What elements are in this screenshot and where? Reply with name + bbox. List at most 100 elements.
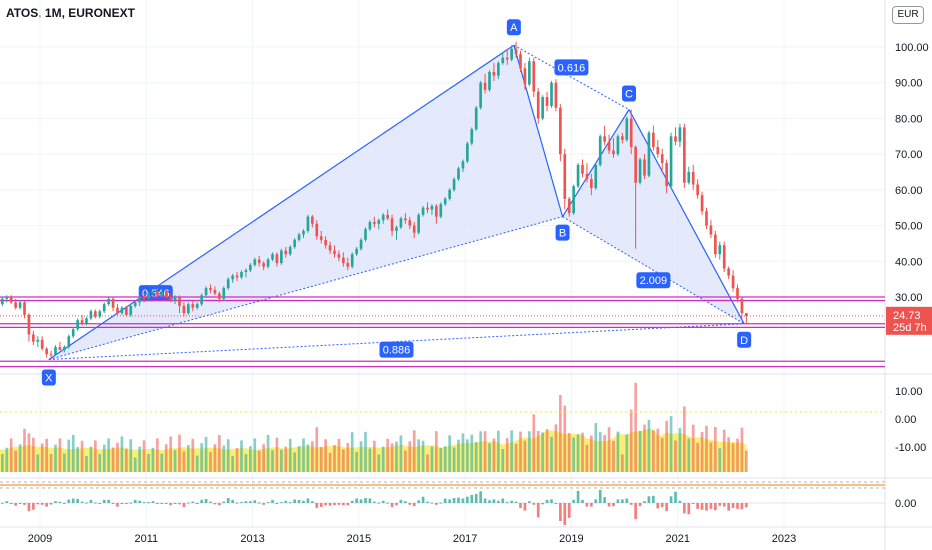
candle — [652, 125, 655, 151]
volume-bar — [629, 409, 633, 472]
volume-bar — [120, 436, 124, 472]
candle — [76, 318, 79, 331]
volume-bar — [448, 435, 451, 472]
candle — [607, 134, 611, 155]
volume-bar — [621, 454, 624, 472]
candle — [54, 345, 57, 356]
macd-hist-bar — [660, 503, 664, 508]
macd-hist-bar — [426, 501, 429, 503]
candle-body — [736, 288, 739, 299]
volume-tick-label: 0.00 — [895, 414, 916, 426]
macd-hist-bar — [107, 499, 110, 503]
macd-hist-bar — [359, 499, 363, 503]
candle — [80, 314, 84, 326]
candle-body — [40, 339, 44, 349]
candle-body — [204, 288, 208, 296]
volume-bar — [497, 430, 500, 472]
macd-hist-bar — [133, 499, 137, 503]
candle-body — [45, 348, 48, 355]
volume-bar — [590, 435, 593, 472]
macd-hist-bar — [342, 503, 345, 506]
candle-body — [173, 297, 177, 301]
time-axis: 2009 2011 2013 2015 2017 2019 2021 2023 — [28, 533, 796, 545]
candle — [350, 252, 354, 269]
candle-body — [607, 141, 611, 151]
candle — [71, 327, 75, 339]
macd-hist-bar — [235, 502, 239, 504]
candle — [218, 291, 221, 303]
candle — [740, 297, 744, 319]
macd-hist-bar — [373, 501, 376, 503]
volume-bar — [187, 445, 190, 472]
volume-bar — [14, 450, 17, 472]
volume-bar — [714, 426, 717, 472]
volume-pane: 10.00 0.00 -10.00 — [0, 382, 926, 472]
volume-bar — [319, 447, 323, 472]
candle — [160, 289, 164, 297]
volume-bar — [1, 454, 4, 472]
macd-hist-bar — [652, 495, 655, 503]
candle — [691, 164, 695, 190]
macd-hist-bar — [80, 501, 84, 503]
candle — [200, 293, 203, 306]
volume-bar — [32, 437, 35, 472]
macd-hist-bar — [621, 499, 624, 503]
candle-body — [253, 259, 257, 265]
candle — [395, 225, 398, 240]
macd-hist-bar — [116, 503, 119, 507]
candle — [275, 252, 279, 267]
pattern-point-badge — [555, 224, 570, 241]
macd-hist-bar — [377, 502, 381, 504]
volume-bar — [585, 444, 589, 472]
volume-bar — [142, 440, 146, 472]
candle-body — [404, 218, 407, 221]
macd-hist-bar — [173, 503, 177, 504]
candle-body — [479, 82, 482, 108]
macd-hist-bar — [430, 502, 434, 504]
candle-body — [603, 136, 606, 142]
price-tick-label: 90.00 — [895, 78, 923, 90]
volume-bar — [368, 448, 372, 472]
macd-hist-bar — [9, 503, 13, 504]
macd-hist-bar — [687, 503, 691, 515]
volume-bar — [67, 439, 71, 472]
volume-bar — [616, 431, 620, 472]
candle-body — [559, 107, 562, 155]
volume-bar — [532, 414, 536, 472]
candle-body — [5, 297, 9, 299]
candle-body — [275, 254, 279, 264]
candle — [32, 330, 35, 346]
macd-hist-bar — [683, 503, 686, 514]
candle — [576, 163, 580, 189]
macd-hist-bar — [151, 501, 155, 503]
macd-hist-bar — [665, 503, 668, 512]
volume-bar — [280, 449, 283, 472]
candle — [528, 57, 531, 87]
volume-bar — [461, 433, 465, 472]
currency-badge[interactable]: EUR — [892, 6, 924, 24]
candle — [9, 295, 13, 305]
volume-bar — [18, 444, 22, 472]
macd-hist-bar — [218, 503, 221, 506]
volume-bar — [550, 436, 553, 472]
macd-hist-bar — [324, 503, 327, 506]
candle — [1, 297, 4, 306]
macd-hist-bar — [32, 503, 35, 510]
candle — [58, 341, 62, 351]
candle-body — [687, 172, 691, 183]
volume-bar — [257, 450, 261, 472]
macd-hist-bar — [337, 503, 341, 505]
volume-bar — [625, 434, 629, 472]
volume-bar — [656, 428, 660, 472]
candle — [408, 216, 412, 230]
candle — [479, 80, 482, 110]
candle-body — [550, 82, 553, 106]
macd-hist-bar — [71, 498, 75, 503]
macd-hist-bar — [333, 503, 336, 506]
volume-bar — [572, 437, 575, 472]
time-tick-label: 2009 — [28, 533, 52, 545]
macd-hist-bar — [643, 501, 646, 503]
candle — [45, 347, 48, 358]
